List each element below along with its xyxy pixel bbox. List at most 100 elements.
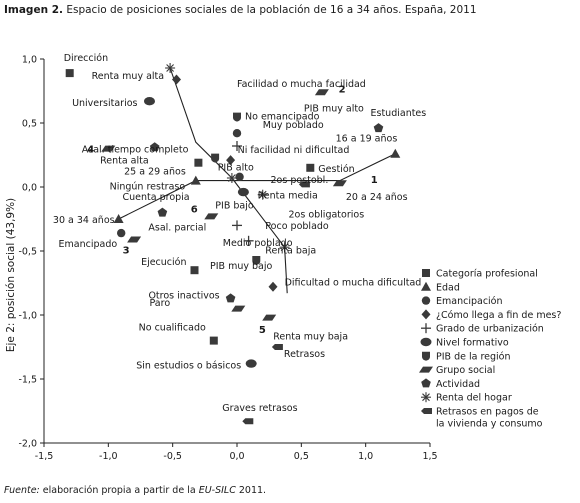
data-point-triangle [390,148,401,158]
point-label: Renta alta [100,155,149,166]
data-point-square [65,69,74,78]
legend-label: Grado de urbanización [436,324,544,335]
category-label: PIB alto [218,162,254,173]
data-point-star [279,242,290,253]
point-label: Dirección [64,53,108,64]
x-tick-label: -0,5 [163,451,182,462]
point-label: Gestión [318,164,354,175]
legend-label: Renta del hogar [436,393,512,404]
data-point-square [209,336,218,345]
y-tick-label: 0,0 [22,183,37,194]
x-tick-label: 0,0 [229,451,244,462]
data-point-diamond [268,281,278,292]
data-point-ellipse [237,187,249,197]
data-point-triangle [190,175,201,185]
point-labels: Dirección Asal. tiempo completo Gestión Eje… [53,53,426,414]
legend-marker-parallelogram [419,366,433,373]
y-tick-label: -0,5 [18,247,37,258]
data-point-plus [232,141,242,151]
point-label: 30 a 34 años [53,215,115,226]
data-point-shield [233,112,241,122]
point-label: Otros inactivos [148,290,219,301]
legend-marker-square [422,269,430,277]
point-label: Universitarios [72,98,137,109]
cluster-number-label: 2 [339,84,346,95]
data-point-square [194,158,203,167]
category-label: Medio poblado [223,238,293,249]
point-label: Renta muy baja [273,332,348,343]
data-point-ellipse [245,359,257,368]
legend-marker-plus [421,323,431,334]
source-text-2: 2011. [235,485,267,496]
category-label: PIB muy alto [304,104,364,115]
y-tick-label: 1,0 [22,55,37,66]
point-label: 3 [123,246,130,257]
legend-marker-shield [422,351,430,361]
cluster-number-label: 6 [191,205,198,216]
data-point-star [165,63,176,73]
point-label: No emancipado [245,112,320,123]
point-label: 20 a 24 años [346,192,408,203]
cluster-number-label: 1 [371,175,378,186]
y-tick-label: 0,5 [22,119,37,130]
point-label: 16 a 19 años [336,134,398,145]
legend-label: Emancipación [436,296,503,307]
data-point-diamond [172,74,181,85]
data-point-circle [232,129,242,138]
data-point-arrow [298,181,310,188]
legend-label: PIB de la región [436,351,511,362]
y-axis-label: Eje 2: posición social (43,9%) [5,198,17,352]
source-label: Fuente: [4,485,40,496]
data-point-shield [252,256,261,265]
data-point-pentagon [157,207,168,217]
category-label: 2os postobl. [271,175,329,186]
legend-label-continuation: la vivienda y consumo [436,419,543,430]
category-label: Paro [150,298,171,309]
legend-label: Categoría profesional [436,269,538,280]
point-label: Asal. parcial [148,223,206,234]
source-text-1: elaboración propia a partir de la [39,485,199,496]
data-point-plus [232,220,242,231]
point-label: Emancipado [59,239,118,250]
data-point-parallelogram [231,305,246,312]
category-label: PIB muy bajo [210,261,272,272]
point-label: Retrasos [284,349,325,360]
point-label: Graves retrasos [222,403,297,414]
point-label: Ni facilidad ni dificultad [238,145,350,156]
legend-label: Nivel formativo [436,338,509,349]
category-label: Facilidad o mucha facilidad [237,79,366,90]
point-label: Renta muy alta [92,71,165,82]
data-point-pentagon [149,142,160,152]
data-point-pentagon [373,123,384,133]
data-point-square [306,163,315,172]
source-dataset: EU-SILC [198,485,236,496]
legend-label: Retrasos en pagos de [436,407,539,418]
category-label: Ningún restraso [110,182,186,193]
data-point-parallelogram [262,314,277,321]
x-tick-label: 1,0 [358,451,373,462]
legend-label: ¿Cómo llega a fin de mes? [436,310,561,321]
point-label: Estudiantes [371,108,427,119]
x-tick-label: 0,5 [294,451,309,462]
legend-marker-pentagon [421,378,431,388]
point-label: 25 a 29 años [124,167,186,178]
category-label: Muy poblado [263,120,324,131]
legend-marker-star [421,392,431,403]
legend: Categoría profesional Edad Emancipación ¿Có… [419,269,561,430]
figure-source: Fuente: elaboración propia a partir de l… [4,485,266,496]
legend-label: Edad [436,282,460,293]
data-point-star [226,173,237,183]
figure-caption-text: Espacio de posiciones sociales de la pob… [66,4,477,16]
category-label: 2os obligatorios [289,210,365,221]
data-point-pentagon [225,293,236,303]
category-label: Cuenta propia [123,192,190,203]
data-point-plus [243,235,254,246]
x-tick-label: 1,5 [422,451,437,462]
data-point-circle [117,228,126,238]
category-label: Renta media [258,191,318,202]
legend-marker-circle [421,296,431,305]
data-point-triangle [113,214,124,223]
point-label: Sin estudios o básicos [136,361,241,372]
data-points [65,63,401,425]
